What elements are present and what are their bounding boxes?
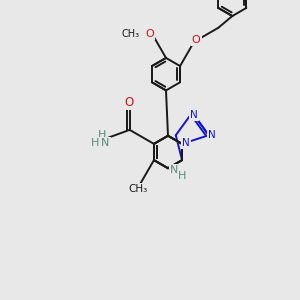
Text: N: N [208,130,216,140]
Text: N: N [101,138,110,148]
Text: O: O [192,35,200,45]
Text: H: H [91,138,100,148]
Text: N: N [170,165,178,175]
Text: N: N [190,110,198,120]
Text: CH₃: CH₃ [128,184,148,194]
Text: O: O [124,96,133,109]
Text: CH₃: CH₃ [121,29,140,39]
Text: H: H [98,130,106,140]
Text: N: N [182,138,190,148]
Text: H: H [178,171,186,181]
Text: O: O [146,29,154,39]
